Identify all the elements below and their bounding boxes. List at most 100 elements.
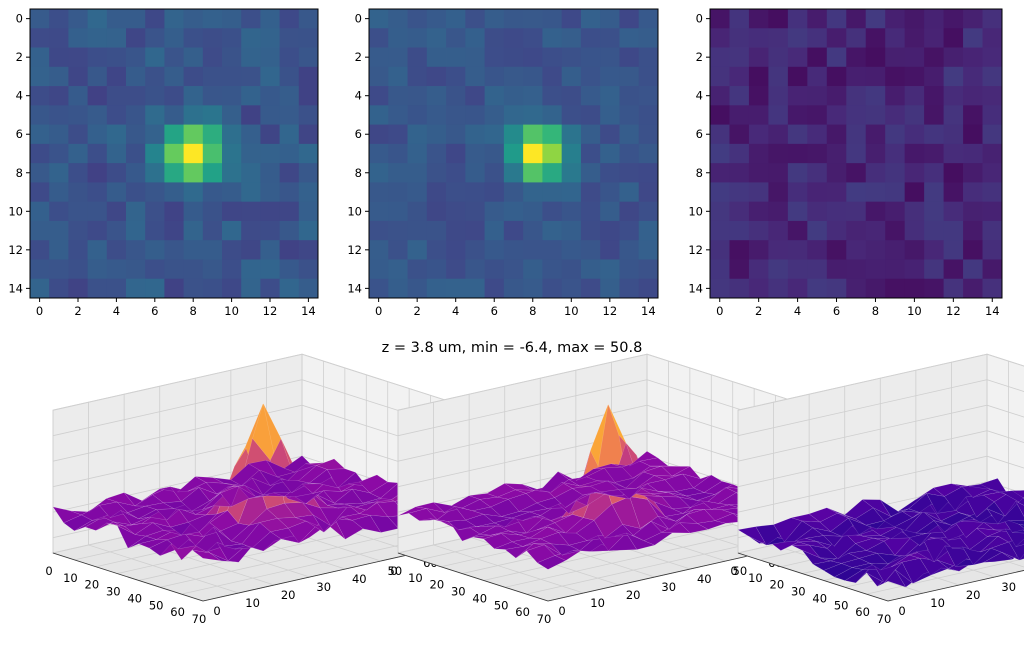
heatmap-cell [787, 163, 808, 183]
heatmap-cell [963, 240, 983, 260]
heatmap-cell [503, 163, 524, 183]
heatmap-cell [407, 182, 428, 203]
heatmap-cell [542, 9, 563, 29]
heatmap-cell [904, 28, 925, 48]
x-tick-label: 14 [985, 304, 1000, 318]
heatmap-cell [49, 86, 69, 106]
heatmap-cell [729, 163, 750, 183]
heatmap-cell [924, 182, 944, 203]
heatmap-cell [260, 105, 280, 125]
heatmap-cell [542, 182, 563, 203]
heatmap-cell [561, 47, 582, 68]
heatmap-cell [465, 240, 485, 260]
heatmap-cell [542, 240, 563, 260]
heatmap-frame [709, 8, 1003, 299]
heatmap-cell [388, 240, 408, 260]
heatmap-cell [943, 143, 964, 164]
heatmap-cell [523, 9, 543, 29]
heatmap-cell [561, 240, 582, 260]
heatmap-cell [369, 124, 389, 145]
heatmap-cell [164, 259, 184, 280]
heatmap-cell [145, 278, 165, 299]
heatmap-cell [426, 124, 447, 145]
heatmap-cell [68, 220, 88, 241]
heatmap-cell [30, 278, 50, 299]
heatmap-cell [369, 201, 389, 222]
heatmap-cell [963, 220, 983, 241]
heatmap-cell [787, 278, 808, 299]
heatmap-cell [787, 182, 808, 203]
heatmap-cell [126, 220, 146, 241]
heatmap-cell [885, 259, 906, 280]
heatmap-cell [87, 105, 108, 125]
heatmap-cell [145, 28, 165, 48]
heatmap-cell [846, 124, 867, 145]
heatmap-cell [710, 9, 730, 29]
x-tick-label: 6 [151, 304, 158, 318]
heatmap-cell [826, 9, 847, 29]
heatmap-cell [30, 66, 50, 87]
heatmap-cell [222, 182, 242, 203]
heatmap-cell [426, 143, 447, 164]
heatmap-cell [145, 105, 165, 125]
x-axis-line [737, 552, 889, 602]
heatmap-cell [279, 278, 300, 299]
heatmap-cell [126, 9, 146, 29]
heatmap-cell [202, 278, 223, 299]
heatmap-cell [943, 240, 964, 260]
heatmap-cell [619, 163, 640, 183]
heatmap-cell [68, 28, 88, 48]
heatmap-cell [484, 240, 505, 260]
heatmap-cell [580, 220, 601, 241]
heatmap-cell [600, 278, 620, 299]
heatmap-cell [943, 86, 964, 106]
heatmap-cell [145, 163, 165, 183]
heatmap-cell [202, 9, 223, 29]
heatmap-cell [298, 124, 319, 145]
heatmap-cell [580, 163, 601, 183]
heatmap-cell [241, 28, 261, 48]
heatmap-cell [369, 47, 389, 68]
heatmap-cell [426, 86, 447, 106]
heatmap-cell [260, 182, 280, 203]
heatmap-cell [126, 278, 146, 299]
heatmap-cell [924, 9, 944, 29]
heatmap-cell [600, 201, 620, 222]
heatmap-cell [465, 182, 485, 203]
grid-line [737, 404, 1024, 462]
heatmap-cell [768, 220, 789, 241]
heatmap-cell [943, 28, 964, 48]
heatmap-cell [369, 143, 389, 164]
heatmap-cell [787, 47, 808, 68]
heatmap-cell [826, 105, 847, 125]
heatmap-cell [446, 201, 466, 222]
heatmap-cell [126, 201, 146, 222]
heatmap-cell [446, 9, 466, 29]
heatmap-cell [768, 240, 789, 260]
heatmap-frame [368, 8, 659, 299]
heatmap-cell [68, 163, 88, 183]
heatmap-cell [126, 47, 146, 68]
heatmap-cell [369, 163, 389, 183]
heatmap-cell [904, 182, 925, 203]
heatmap-cell [748, 47, 769, 68]
heatmap-cell [126, 86, 146, 106]
heatmap-cell [729, 201, 750, 222]
y-axis-line [887, 570, 1024, 602]
heatmap-cell [145, 240, 165, 260]
heatmap-cell [426, 182, 447, 203]
heatmap-cell [49, 124, 69, 145]
heatmap-cell [542, 124, 563, 145]
heatmap-cell [145, 124, 165, 145]
heatmap-cell [523, 259, 543, 280]
heatmap-cell [202, 47, 223, 68]
heatmap-cell [30, 86, 50, 106]
heatmap-cell [164, 66, 184, 87]
heatmap-cell [600, 143, 620, 164]
heatmap-cell [106, 259, 127, 280]
heatmap-cell [846, 220, 867, 241]
heatmap-cell [222, 163, 242, 183]
grid-line [52, 353, 453, 411]
heatmap-cell [30, 201, 50, 222]
heatmap-cell [638, 182, 659, 203]
